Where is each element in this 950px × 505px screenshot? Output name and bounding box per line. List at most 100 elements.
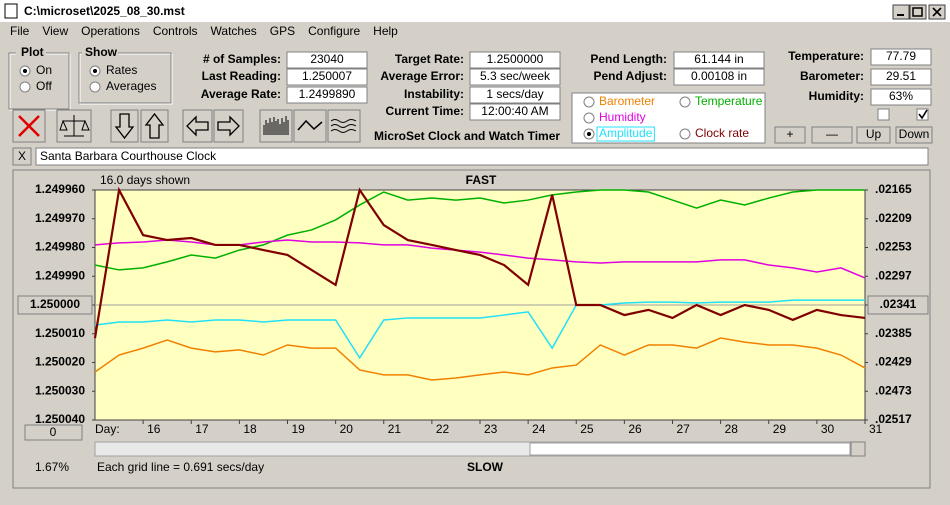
control-button[interactable] [811,126,853,144]
legend-label[interactable]: Temperature [695,94,763,108]
banner: MicroSet Clock and Watch Timer [374,129,560,143]
toolbar [12,109,361,143]
x-tick-label: 18 [243,422,257,436]
field-box [469,103,561,121]
field-label: Last Reading: [202,69,281,83]
field-box [286,51,368,69]
y2-tick-label: .02253 [875,240,912,254]
menu-item[interactable]: Operations [81,24,140,38]
y-tick-label: 1.250030 [35,383,85,397]
y-tick-label: 1.249990 [35,268,85,282]
y2-tick-label: .02473 [875,383,912,397]
clock-name: Santa Barbara Courthouse Clock [40,149,217,163]
close-clock-label: X [18,149,26,163]
show-group [79,53,173,105]
scroll-arrow[interactable] [850,441,866,457]
x-tick-label: 30 [821,422,835,436]
reference-button-right[interactable] [867,295,929,315]
radio[interactable] [679,96,691,108]
radio[interactable] [19,81,31,93]
field-value: 1.250007 [302,69,352,83]
y-tick-label: 1.250000 [30,297,80,311]
legend-label[interactable]: Amplitude [599,126,653,140]
x-tick-label: 23 [484,422,498,436]
control-button-label: + [786,127,793,141]
y2-tick-label: .02165 [875,182,912,196]
slow-label: SLOW [467,460,504,474]
y2-tick-label: .02209 [875,211,912,225]
down-button[interactable] [110,109,139,143]
menu-item[interactable]: Configure [308,24,360,38]
field-value: 1.2499890 [299,87,356,101]
offset-button[interactable] [24,424,83,441]
field-box [870,48,932,66]
app-icon [4,3,18,19]
field-value: 1 secs/day [486,87,543,101]
radio[interactable] [679,128,691,140]
percent-label: 1.67% [35,460,69,474]
field-value: 63% [889,89,913,103]
series-line [94,337,866,381]
radio-label[interactable]: Off [36,79,52,93]
checkbox[interactable] [916,108,929,121]
field-value: 23040 [310,52,344,66]
close-clock-button[interactable] [12,147,32,166]
minimize[interactable] [892,4,910,20]
menu-item[interactable]: GPS [270,24,295,38]
field-label: Target Rate: [395,52,464,66]
radio[interactable] [583,96,595,108]
x-tick-label: 22 [436,422,450,436]
offset-label: 0 [50,425,57,439]
lines-button[interactable] [327,109,361,143]
field-value: 61.144 in [694,52,743,66]
radio-dot [23,69,27,73]
y-tick-label: 1.250020 [35,355,85,369]
y-tick-label: 1.250040 [35,412,85,426]
radio-dot [93,69,97,73]
field-label: Instability: [404,87,464,101]
series-line [94,189,865,271]
control-button[interactable] [774,126,806,144]
control-button[interactable] [856,126,891,144]
legend-label[interactable]: Barometer [599,94,655,108]
control-button-label: Down [899,127,930,141]
checkbox[interactable] [877,108,890,121]
x-tick-label: 28 [725,422,739,436]
radio-label[interactable]: Averages [106,79,156,93]
field-label: Average Rate: [201,87,281,101]
wave-button[interactable] [293,109,327,143]
x-tick-label: 27 [677,422,691,436]
up-button[interactable] [140,109,169,143]
plot-group-title: Plot [21,45,44,59]
control-button[interactable] [895,126,933,144]
clock-name-box[interactable] [35,147,929,166]
radio[interactable] [89,81,101,93]
menu-item[interactable]: Help [373,24,398,38]
radio-label[interactable]: Rates [106,63,137,77]
field-value: 12:00:40 AM [481,104,548,118]
field-box [673,51,765,69]
reference-button[interactable] [17,295,93,315]
menu-item[interactable]: File [10,24,30,38]
x-tick-label: 31 [869,422,883,436]
radio-label[interactable]: On [36,63,52,77]
field-box [286,68,368,86]
scroll-thumb[interactable] [529,442,851,456]
radio[interactable] [583,112,595,124]
menu-item[interactable]: View [42,24,68,38]
field-label: Humidity: [809,89,864,103]
menu-item[interactable]: Controls [153,24,198,38]
x-tick-label: 24 [532,422,546,436]
field-label: # of Samples: [203,52,281,66]
x-tick-label: 25 [580,422,594,436]
menu-item[interactable]: Watches [211,24,257,38]
x-tick-label: 16 [147,422,161,436]
window-controls[interactable] [892,4,946,20]
legend-label[interactable]: Clock rate [695,126,749,140]
legend-focus [596,126,655,142]
legend-label[interactable]: Humidity [599,110,646,124]
series-line [93,186,866,339]
y-tick-label: 1.250010 [35,326,85,340]
